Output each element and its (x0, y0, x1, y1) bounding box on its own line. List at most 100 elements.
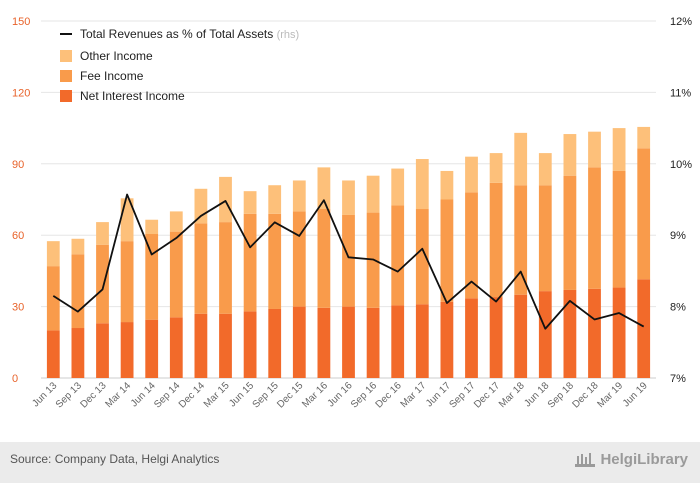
bar-other-income (563, 134, 577, 176)
bar-fee-income (169, 231, 183, 318)
bar-other-income (145, 219, 159, 235)
bar-fee-income (588, 167, 601, 289)
x-tick-label: Mar 15 (202, 380, 232, 410)
bar-other-income (46, 241, 60, 267)
x-tick-label: Dec 14 (177, 380, 207, 410)
bar-other-income (440, 170, 454, 200)
bar-net-interest-income (465, 298, 478, 378)
bar-other-income (243, 191, 257, 214)
x-tick-label: Dec 18 (570, 380, 600, 410)
bar-net-interest-income (46, 330, 60, 378)
legend-label-net-interest-income: Net Interest Income (80, 89, 185, 103)
y-tick-left: 0 (12, 373, 18, 385)
bar-net-interest-income (563, 289, 577, 378)
brand-logo: HelgiLibrary (574, 450, 688, 468)
y-tick-left: 90 (12, 159, 24, 171)
bar-net-interest-income (268, 308, 282, 378)
x-tick-label: Dec 17 (472, 380, 502, 410)
bar-other-income (366, 175, 380, 213)
bar-other-income (219, 176, 232, 223)
bar-fee-income (243, 213, 257, 312)
x-tick-label: Sep 15 (251, 380, 281, 410)
y-tick-right: 11% (670, 87, 691, 99)
bar-net-interest-income (243, 311, 257, 378)
x-tick-label: Dec 13 (78, 380, 108, 410)
bar-net-interest-income (440, 301, 454, 378)
library-icon (575, 453, 596, 467)
x-tick-label: Sep 18 (546, 380, 576, 410)
legend-label-other-income: Other Income (80, 49, 153, 63)
legend-swatch-other-income (60, 50, 72, 62)
y-tick-right: 12% (670, 16, 692, 28)
x-tick-label: Dec 15 (275, 380, 305, 410)
bar-net-interest-income (366, 307, 380, 378)
y-tick-left: 30 (12, 302, 24, 314)
bar-fee-income (563, 175, 577, 290)
bar-other-income (588, 131, 601, 168)
bar-net-interest-income (169, 317, 183, 378)
legend-label-fee-income: Fee Income (80, 69, 144, 83)
bar-net-interest-income (514, 294, 528, 378)
bar-other-income (317, 167, 331, 210)
legend-swatch-fee-income (60, 70, 72, 82)
x-tick-label: Mar 18 (497, 380, 527, 410)
x-tick-label: Sep 16 (349, 380, 379, 410)
bar-other-income (71, 238, 85, 255)
bar-net-interest-income (145, 319, 159, 378)
bar-other-income (292, 180, 306, 212)
bar-net-interest-income (96, 323, 109, 378)
bar-fee-income (96, 244, 109, 324)
bar-fee-income (292, 211, 306, 307)
bar-net-interest-income (637, 279, 651, 378)
legend-rhs-note: (rhs) (277, 29, 300, 41)
x-tick-label: Mar 19 (595, 380, 625, 410)
y-tick-left: 60 (12, 230, 24, 242)
bar-net-interest-income (489, 297, 503, 378)
bar-net-interest-income (391, 305, 405, 378)
x-tick-label: Sep 14 (152, 380, 182, 410)
bar-fee-income (538, 185, 552, 292)
bar-net-interest-income (415, 304, 429, 378)
bar-net-interest-income (194, 313, 208, 378)
bar-fee-income (120, 241, 134, 323)
bar-fee-income (317, 209, 331, 308)
bar-net-interest-income (292, 306, 306, 378)
bar-fee-income (637, 148, 651, 280)
bar-other-income (637, 126, 651, 149)
bar-net-interest-income (342, 306, 355, 378)
bar-fee-income (440, 199, 454, 302)
y-tick-left: 120 (12, 87, 30, 99)
bar-fee-income (194, 223, 208, 314)
bar-fee-income (71, 254, 85, 329)
bar-fee-income (612, 170, 626, 288)
x-tick-label: Mar 17 (399, 380, 429, 410)
bar-net-interest-income (71, 328, 85, 378)
bar-other-income (415, 159, 429, 210)
bar-other-income (465, 156, 478, 193)
bar-other-income (391, 168, 405, 206)
bar-other-income (612, 128, 626, 171)
legend-label-total-revenues: Total Revenues as % of Total Assets (rhs… (80, 27, 299, 41)
x-tick-label: Sep 17 (447, 380, 477, 410)
y-tick-right: 7% (670, 373, 686, 385)
bar-other-income (169, 211, 183, 232)
x-tick-label: Mar 16 (300, 380, 330, 410)
bar-other-income (538, 153, 552, 186)
bar-other-income (96, 222, 109, 245)
bar-other-income (514, 132, 528, 186)
bar-fee-income (415, 209, 429, 305)
bar-fee-income (46, 266, 60, 331)
bar-fee-income (219, 222, 232, 314)
legend-swatch-net-interest-income (60, 90, 72, 102)
bar-net-interest-income (317, 307, 331, 378)
bar-net-interest-income (612, 287, 626, 378)
source-note: Source: Company Data, Helgi Analytics (10, 452, 220, 466)
y-tick-right: 8% (670, 302, 686, 314)
y-tick-right: 10% (670, 159, 692, 171)
bar-fee-income (342, 214, 355, 307)
bar-other-income (489, 153, 503, 183)
bar-fee-income (465, 192, 478, 299)
x-tick-label: Dec 16 (374, 380, 404, 410)
brand-name: HelgiLibrary (600, 450, 688, 468)
